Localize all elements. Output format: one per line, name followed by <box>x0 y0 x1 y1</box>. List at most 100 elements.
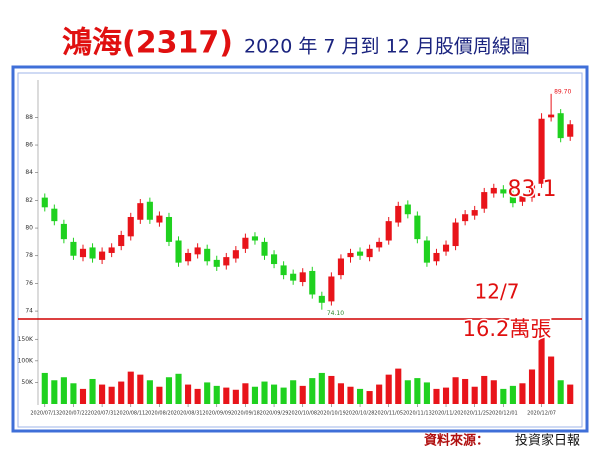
volume-bar <box>271 384 278 404</box>
candle-body <box>376 241 383 248</box>
candle-body <box>146 201 153 220</box>
volume-bar <box>557 380 564 404</box>
x-tick-label: 2020/09/09 <box>202 411 231 417</box>
candle-body <box>127 216 134 237</box>
candle-body <box>60 223 67 240</box>
volume-bar <box>41 372 48 404</box>
volume-bar <box>481 375 488 404</box>
candle-body <box>242 237 249 249</box>
volume-bar <box>242 383 249 404</box>
volume-bar <box>261 381 268 404</box>
candle-body <box>347 252 354 258</box>
volume-bar <box>70 383 77 404</box>
candle-body <box>290 273 297 281</box>
volume-bar <box>280 387 287 404</box>
volume-bar <box>433 388 440 404</box>
candle-body <box>490 187 497 194</box>
y-tick-label: 86 <box>25 142 33 149</box>
x-tick-label: 2020/07/22 <box>59 411 88 417</box>
chart-subtitle: 2020 年 7 月到 12 月股價周線圖 <box>244 36 530 58</box>
candle-body <box>538 118 545 184</box>
volume-bar <box>490 380 497 404</box>
volume-bar <box>309 378 316 404</box>
x-tick-label: 2020/10/19 <box>317 411 346 417</box>
x-tick-label: 2020/11/25 <box>460 411 489 417</box>
volume-bar <box>538 334 545 404</box>
candle-body <box>41 197 48 208</box>
volume-bar <box>251 386 259 404</box>
volume-bar <box>137 374 144 404</box>
candle-body <box>165 216 173 242</box>
candle-body <box>318 295 325 303</box>
annotation: 12/7 <box>475 280 520 304</box>
y-tick-label: 88 <box>25 114 33 121</box>
candle-body <box>89 247 96 259</box>
volume-bar <box>442 387 450 404</box>
candle-body <box>118 234 125 247</box>
volume-bar <box>146 380 153 404</box>
annotation: 16.2萬張 <box>463 317 552 341</box>
candle-body <box>519 196 526 202</box>
candle-body <box>156 215 163 223</box>
volume-bar <box>376 384 383 404</box>
y-tick-label: 76 <box>25 280 33 287</box>
y-tick-label: 74 <box>25 308 33 315</box>
volume-bar <box>194 388 201 404</box>
candle-body <box>395 205 402 223</box>
volume-bar <box>60 377 67 404</box>
x-tick-label: 2020/09/29 <box>260 411 289 417</box>
volume-bar <box>528 369 536 404</box>
volume-bar <box>356 388 364 404</box>
candle-body <box>442 244 450 252</box>
candle-body <box>185 252 192 262</box>
volume-bar <box>232 389 239 404</box>
candle-body <box>500 189 507 194</box>
volume-bar <box>290 380 297 404</box>
volume-bar <box>175 373 182 404</box>
volume-bar <box>395 368 402 404</box>
volume-bar <box>500 388 507 404</box>
candle-body <box>557 113 564 139</box>
source-label: 資料來源： <box>424 433 489 449</box>
candle-body <box>271 254 278 265</box>
volume-bar <box>185 384 192 404</box>
volume-bar <box>299 385 306 404</box>
x-tick-label: 2020/07/13 <box>30 411 59 417</box>
x-tick-label: 2020/08/31 <box>174 411 203 417</box>
x-tick-label: 2020/08/20 <box>145 411 174 417</box>
volume-bar <box>213 385 220 404</box>
candle-body <box>509 194 516 204</box>
volume-tick-label: 150K <box>18 336 34 343</box>
x-tick-label: 2020/07/31 <box>88 411 117 417</box>
volume-bar <box>519 383 526 404</box>
candle-body <box>251 236 259 241</box>
x-tick-label: 2020/10/28 <box>346 411 375 417</box>
candle-body <box>137 203 144 220</box>
candle-body <box>462 214 469 222</box>
volume-bar <box>509 385 516 404</box>
annotation: 83.1 <box>508 177 557 202</box>
candle-body <box>404 204 411 215</box>
volume-bar <box>452 377 459 404</box>
candle-body <box>481 192 488 209</box>
candle-body <box>223 257 230 266</box>
x-tick-label: 2020/11/05 <box>374 411 403 417</box>
volume-bar <box>318 372 325 404</box>
candle-body <box>309 270 316 295</box>
volume-bar <box>404 380 411 404</box>
x-tick-label: 2020/12/07 <box>527 411 556 417</box>
volume-bar <box>567 384 574 404</box>
candle-body <box>385 221 392 241</box>
candle-body <box>452 222 459 247</box>
volume-bar <box>223 387 230 404</box>
volume-bar <box>127 371 134 404</box>
candle-body <box>51 208 58 222</box>
x-tick-label: 2020/11/13 <box>403 411 432 417</box>
candle-body <box>175 240 182 263</box>
y-tick-label: 82 <box>25 197 33 204</box>
candle-body <box>433 252 440 262</box>
source: 投資家日報 <box>515 433 580 449</box>
candle-body <box>261 241 268 256</box>
x-tick-label: 2020/10/08 <box>288 411 317 417</box>
